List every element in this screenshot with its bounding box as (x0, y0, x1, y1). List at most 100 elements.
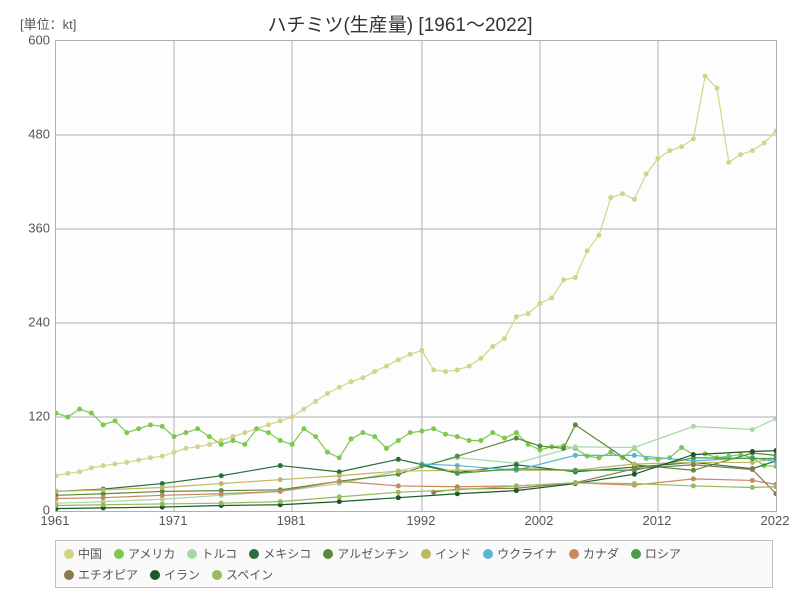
series-marker (325, 450, 330, 455)
series-marker (632, 472, 637, 477)
series-marker (514, 488, 519, 493)
series-marker (514, 466, 519, 471)
series-marker (514, 483, 519, 488)
series-marker (691, 462, 696, 467)
series-marker (632, 481, 637, 486)
series-marker (337, 494, 342, 499)
series-marker (596, 233, 601, 238)
series-marker (750, 478, 755, 483)
series-marker (242, 442, 247, 447)
series-marker (573, 422, 578, 427)
series-marker (467, 438, 472, 443)
series-marker (349, 436, 354, 441)
series-marker (537, 301, 542, 306)
series-marker (77, 407, 82, 412)
series-marker (396, 495, 401, 500)
legend-swatch (323, 549, 333, 559)
series-marker (561, 277, 566, 282)
series-marker (455, 454, 460, 459)
legend-label: カナダ (583, 545, 619, 562)
series-marker (691, 424, 696, 429)
series-marker (219, 473, 224, 478)
series-marker (254, 426, 259, 431)
series-marker (278, 477, 283, 482)
series-marker (396, 490, 401, 495)
series-marker (278, 489, 283, 494)
legend-item: スペイン (212, 566, 273, 583)
legend-item: トルコ (187, 545, 237, 562)
series-marker (455, 368, 460, 373)
series-marker (750, 467, 755, 472)
legend-label: インド (435, 545, 471, 562)
series-marker (301, 426, 306, 431)
series-marker (219, 442, 224, 447)
legend-label: ウクライナ (497, 545, 557, 562)
legend-swatch (483, 549, 493, 559)
series-marker (632, 197, 637, 202)
series-marker (195, 426, 200, 431)
series-marker (148, 422, 153, 427)
x-tick-label: 1961 (41, 513, 70, 528)
series-marker (632, 445, 637, 450)
series-marker (762, 140, 767, 145)
series-marker (691, 136, 696, 141)
series-marker (278, 463, 283, 468)
series-marker (750, 485, 755, 490)
plot-area (55, 40, 777, 512)
series-marker (160, 485, 165, 490)
legend-label: アメリカ (128, 545, 175, 562)
x-tick-label: 2012 (642, 513, 671, 528)
series-marker (443, 369, 448, 374)
plot-svg (56, 41, 776, 511)
y-tick-label: 120 (10, 409, 50, 424)
series-line (56, 76, 776, 476)
series-marker (101, 495, 106, 500)
legend-item: ウクライナ (483, 545, 557, 562)
series-marker (396, 457, 401, 462)
series-marker (384, 364, 389, 369)
series-marker (455, 487, 460, 492)
series-marker (384, 446, 389, 451)
series-marker (219, 491, 224, 496)
series-marker (679, 445, 684, 450)
series-marker (478, 356, 483, 361)
series-marker (585, 248, 590, 253)
series-marker (77, 469, 82, 474)
unit-label: [単位：kt] (20, 14, 76, 33)
series-marker (774, 448, 777, 453)
legend-item: アルゼンチン (323, 545, 409, 562)
series-marker (467, 364, 472, 369)
series-marker (526, 311, 531, 316)
legend-swatch (64, 549, 74, 559)
series-marker (455, 463, 460, 468)
series-marker (655, 156, 660, 161)
legend-label: 中国 (78, 545, 102, 562)
legend-item: エチオピア (64, 566, 138, 583)
series-marker (443, 432, 448, 437)
series-marker (160, 501, 165, 506)
series-marker (408, 352, 413, 357)
series-marker (514, 314, 519, 319)
series-marker (136, 426, 141, 431)
series-marker (160, 454, 165, 459)
series-marker (408, 430, 413, 435)
series-marker (714, 86, 719, 91)
series-marker (101, 502, 106, 507)
series-marker (573, 444, 578, 449)
series-marker (195, 444, 200, 449)
series-marker (561, 446, 566, 451)
series-marker (313, 399, 318, 404)
series-marker (750, 449, 755, 454)
series-marker (325, 391, 330, 396)
series-marker (632, 453, 637, 458)
series-marker (56, 473, 59, 478)
series-marker (148, 455, 153, 460)
x-tick-label: 1971 (159, 513, 188, 528)
series-marker (537, 443, 542, 448)
series-marker (372, 369, 377, 374)
x-tick-label: 1992 (406, 513, 435, 528)
series-marker (360, 430, 365, 435)
legend-swatch (187, 549, 197, 559)
series-marker (419, 348, 424, 353)
series-marker (160, 493, 165, 498)
